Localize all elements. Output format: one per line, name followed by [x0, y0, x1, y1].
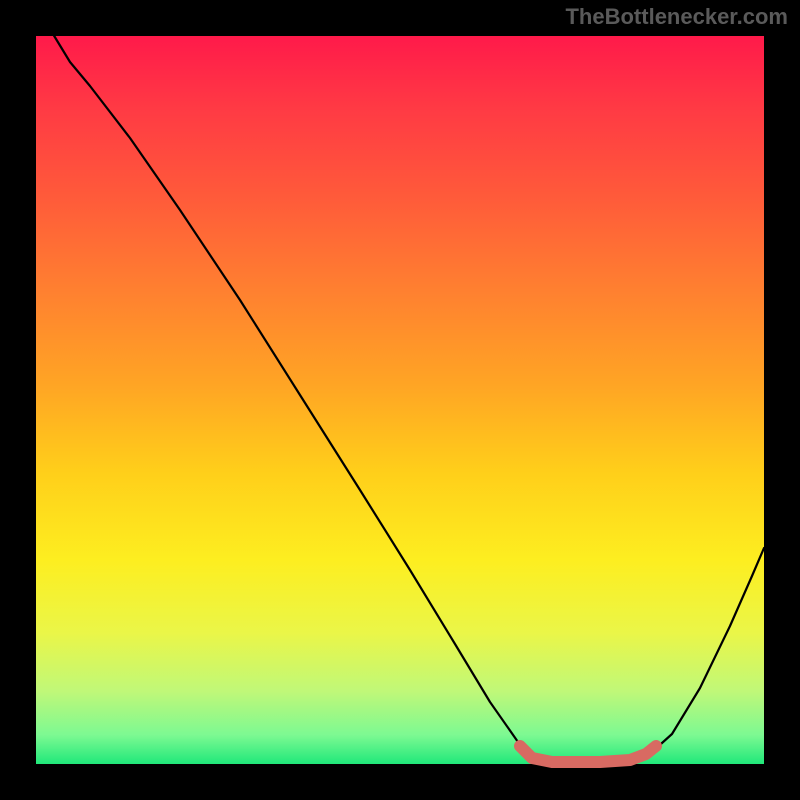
plot-background [36, 36, 764, 764]
watermark-text: TheBottlenecker.com [565, 4, 788, 30]
chart-container: TheBottlenecker.com [0, 0, 800, 800]
bottleneck-curve-chart [0, 0, 800, 800]
